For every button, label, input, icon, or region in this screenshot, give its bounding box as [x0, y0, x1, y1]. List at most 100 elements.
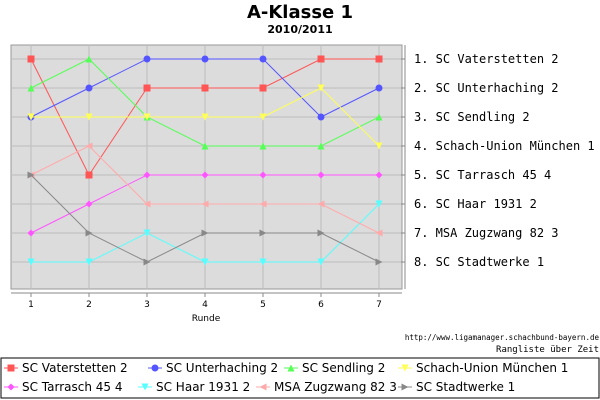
data-point [259, 229, 267, 237]
data-point [259, 84, 267, 92]
data-point [85, 113, 93, 121]
data-point [259, 55, 267, 63]
data-point [317, 142, 325, 150]
rank-label: 3. SC Sendling 2 [414, 110, 530, 124]
data-point [259, 113, 267, 121]
rank-label: 2. SC Unterhaching 2 [414, 81, 559, 95]
legend-label: Schach-Union München 1 [416, 361, 568, 375]
data-point [141, 383, 149, 391]
data-point [375, 55, 383, 63]
data-point [143, 200, 151, 208]
legend-label: SC Unterhaching 2 [166, 361, 278, 375]
x-axis-label: Runde [192, 314, 221, 324]
data-point [27, 55, 35, 63]
rank-label: 7. MSA Zugzwang 82 3 [414, 226, 559, 240]
data-point [27, 113, 35, 121]
data-point [7, 364, 15, 372]
data-point [85, 258, 93, 266]
data-point [317, 113, 325, 121]
data-point [143, 171, 151, 179]
data-point [143, 113, 151, 121]
legend-label: SC Haar 1931 2 [156, 380, 250, 394]
legend-entry: SC Unterhaching 2 [148, 361, 278, 375]
data-point [375, 171, 383, 179]
chart-subtitle: 2010/2011 [267, 23, 332, 36]
x-tick-label: 7 [376, 300, 382, 310]
data-point [375, 84, 383, 92]
data-point [85, 171, 93, 179]
legend-label: SC Stadtwerke 1 [416, 380, 515, 394]
series-group [27, 200, 383, 266]
x-tick-label: 3 [144, 300, 150, 310]
data-point [375, 113, 383, 121]
data-point [85, 200, 93, 208]
data-point [259, 200, 267, 208]
x-tick-label: 1 [28, 300, 34, 310]
x-tick-label: 4 [202, 300, 208, 310]
rank-label: 1. SC Vaterstetten 2 [414, 52, 559, 66]
data-point [143, 84, 151, 92]
legend-label: SC Sendling 2 [302, 361, 385, 375]
legend-label: SC Vaterstetten 2 [22, 361, 128, 375]
legend-entry: SC Haar 1931 2 [138, 380, 250, 394]
final-ranking-labels: 1. SC Vaterstetten 2 2. SC Unterhaching 2… [401, 52, 595, 269]
data-point [151, 364, 159, 372]
plot-area [10, 44, 403, 290]
data-point [317, 258, 325, 266]
data-point [259, 142, 267, 150]
data-point [259, 383, 267, 391]
source-url: http://www.ligamanager.schachbund-bayern… [405, 333, 600, 342]
data-point [27, 258, 35, 266]
legend-label: MSA Zugzwang 82 3 [274, 380, 397, 394]
legend-entry: MSA Zugzwang 82 3 [256, 380, 397, 394]
data-point [201, 171, 209, 179]
chart-title: A-Klasse 1 [247, 2, 353, 23]
x-tick-label: 5 [260, 300, 266, 310]
legend-entry: SC Vaterstetten 2 [4, 361, 128, 375]
data-point [401, 364, 409, 372]
series-group [27, 84, 383, 150]
data-point [317, 200, 325, 208]
data-point [201, 113, 209, 121]
legend-entry: SC Sendling 2 [284, 361, 385, 375]
data-point [143, 229, 151, 237]
data-point [317, 55, 325, 63]
data-point [375, 142, 383, 150]
rank-label: 8. SC Stadtwerke 1 [414, 255, 544, 269]
data-point [317, 229, 325, 237]
data-point [27, 84, 35, 92]
data-point [201, 84, 209, 92]
data-point [85, 84, 93, 92]
data-point [401, 383, 409, 391]
data-point [201, 200, 209, 208]
data-point [7, 383, 15, 391]
legend-entry: SC Stadtwerke 1 [398, 380, 515, 394]
data-point [375, 258, 383, 266]
legend-label: SC Tarrasch 45 4 [22, 380, 123, 394]
data-point [259, 171, 267, 179]
series-group [27, 171, 383, 237]
data-point [85, 142, 93, 150]
data-point [201, 142, 209, 150]
data-point [27, 229, 35, 237]
data-point [317, 84, 325, 92]
data-point [201, 229, 209, 237]
data-point [27, 171, 35, 179]
source-note: Rangliste über Zeit [496, 345, 599, 355]
series-group [27, 142, 383, 237]
data-point [201, 258, 209, 266]
data-point [317, 171, 325, 179]
data-point [375, 229, 383, 237]
data-point [287, 364, 295, 372]
data-point [375, 200, 383, 208]
x-tick-label: 6 [318, 300, 324, 310]
x-ticks: 1 2 3 4 5 6 7 [28, 293, 382, 310]
data-point [85, 55, 93, 63]
series-group [27, 55, 383, 150]
data-point [259, 258, 267, 266]
data-point [143, 55, 151, 63]
legend: SC Vaterstetten 2 SC Unterhaching 2 SC Sen… [4, 361, 568, 394]
series-group [27, 55, 383, 179]
rank-label: 5. SC Tarrasch 45 4 [414, 168, 551, 182]
